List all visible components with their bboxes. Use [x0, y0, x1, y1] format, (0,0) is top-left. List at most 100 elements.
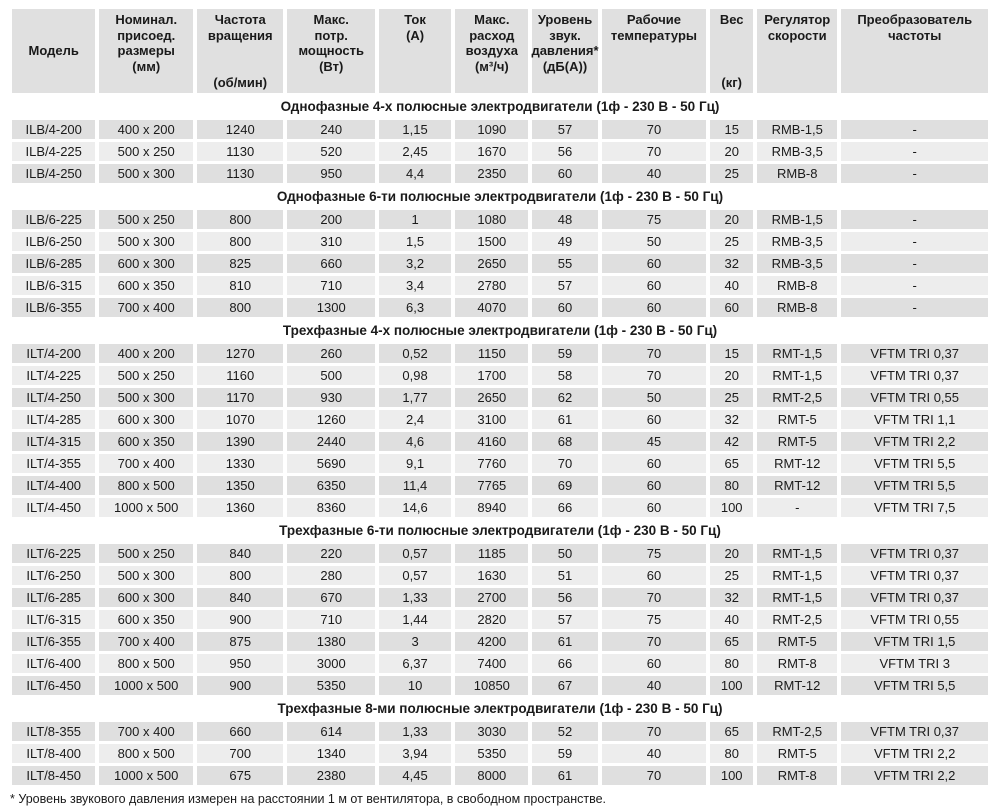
cell-rpm: 800	[197, 566, 284, 585]
cell-weight: 65	[710, 632, 754, 651]
table-row: ILT/6-400 800 x 500 950 3000 6,37 7400 66 60 80 R…	[12, 654, 988, 673]
cell-power: 8360	[287, 498, 375, 517]
cell-temp: 60	[601, 454, 707, 473]
cell-power: 520	[287, 142, 375, 161]
cell-converter: VFTM TRI 0,55	[841, 610, 988, 629]
cell-size: 800 x 500	[99, 476, 194, 495]
cell-power: 710	[287, 276, 375, 295]
cell-model: ILT/6-450	[12, 676, 96, 695]
cell-size: 600 x 350	[99, 276, 194, 295]
col-header-size: Номинал. присоед. размеры (мм)	[99, 9, 194, 93]
cell-model: ILB/6-355	[12, 298, 96, 317]
cell-current: 4,6	[378, 432, 452, 451]
table-row: ILT/4-250 500 x 300 1170 930 1,77 2650 62 50 25 R…	[12, 388, 988, 407]
cell-current: 2,45	[378, 142, 452, 161]
cell-rpm: 1270	[197, 344, 284, 363]
cell-power: 6350	[287, 476, 375, 495]
cell-weight: 60	[710, 298, 754, 317]
cell-airflow: 4160	[455, 432, 529, 451]
cell-weight: 40	[710, 276, 754, 295]
cell-temp: 60	[601, 276, 707, 295]
cell-weight: 42	[710, 432, 754, 451]
table-row: ILT/8-355 700 x 400 660 614 1,33 3030 52 70 65 RM…	[12, 722, 988, 741]
cell-regulator: RMT-5	[757, 744, 838, 763]
cell-rpm: 1390	[197, 432, 284, 451]
cell-model: ILT/6-250	[12, 566, 96, 585]
cell-current: 1,5	[378, 232, 452, 251]
cell-size: 600 x 300	[99, 410, 194, 429]
cell-converter: -	[841, 120, 988, 139]
cell-current: 6,37	[378, 654, 452, 673]
section-title: Однофазные 4-х полюсные электродвигатели…	[12, 96, 988, 117]
cell-current: 2,4	[378, 410, 452, 429]
table-row: ILT/4-225 500 x 250 1160 500 0,98 1700 58 70 20 R…	[12, 366, 988, 385]
table-row: ILB/6-355 700 x 400 800 1300 6,3 4070 60 60 60 RM…	[12, 298, 988, 317]
cell-converter: -	[841, 276, 988, 295]
cell-current: 11,4	[378, 476, 452, 495]
cell-converter: VFTM TRI 0,37	[841, 366, 988, 385]
cell-current: 3,2	[378, 254, 452, 273]
cell-power: 200	[287, 210, 375, 229]
cell-converter: VFTM TRI 0,37	[841, 588, 988, 607]
cell-weight: 32	[710, 254, 754, 273]
cell-temp: 60	[601, 654, 707, 673]
cell-regulator: RMT-12	[757, 454, 838, 473]
cell-current: 0,98	[378, 366, 452, 385]
cell-temp: 60	[601, 498, 707, 517]
cell-model: ILT/6-225	[12, 544, 96, 563]
cell-converter: VFTM TRI 5,5	[841, 676, 988, 695]
cell-converter: VFTM TRI 0,37	[841, 544, 988, 563]
cell-regulator: RMB-3,5	[757, 254, 838, 273]
cell-sound: 52	[532, 722, 598, 741]
cell-model: ILB/4-225	[12, 142, 96, 161]
cell-temp: 40	[601, 164, 707, 183]
cell-power: 1340	[287, 744, 375, 763]
cell-airflow: 3030	[455, 722, 529, 741]
table-row: ILT/4-315 600 x 350 1390 2440 4,6 4160 68 45 42 R…	[12, 432, 988, 451]
section-header-row: Трехфазные 4-х полюсные электродвигатели…	[12, 320, 988, 341]
cell-current: 1,33	[378, 722, 452, 741]
cell-current: 1,33	[378, 588, 452, 607]
cell-rpm: 900	[197, 676, 284, 695]
cell-model: ILB/6-285	[12, 254, 96, 273]
section-title: Трехфазные 4-х полюсные электродвигатели…	[12, 320, 988, 341]
cell-rpm: 810	[197, 276, 284, 295]
cell-size: 800 x 500	[99, 744, 194, 763]
cell-sound: 59	[532, 344, 598, 363]
cell-current: 1,44	[378, 610, 452, 629]
col-header-model: Модель	[12, 9, 96, 93]
cell-model: ILB/6-225	[12, 210, 96, 229]
cell-current: 6,3	[378, 298, 452, 317]
cell-temp: 40	[601, 744, 707, 763]
table-row: ILT/4-200 400 x 200 1270 260 0,52 1150 59 70 15 R…	[12, 344, 988, 363]
cell-current: 10	[378, 676, 452, 695]
cell-airflow: 2650	[455, 254, 529, 273]
cell-airflow: 3100	[455, 410, 529, 429]
cell-regulator: RMB-8	[757, 164, 838, 183]
cell-converter: VFTM TRI 0,55	[841, 388, 988, 407]
cell-model: ILT/4-250	[12, 388, 96, 407]
cell-model: ILT/6-400	[12, 654, 96, 673]
table-row: ILB/6-250 500 x 300 800 310 1,5 1500 49 50 25 RMB…	[12, 232, 988, 251]
cell-power: 1380	[287, 632, 375, 651]
cell-sound: 59	[532, 744, 598, 763]
cell-rpm: 840	[197, 588, 284, 607]
cell-size: 400 x 200	[99, 344, 194, 363]
cell-size: 1000 x 500	[99, 498, 194, 517]
cell-size: 500 x 300	[99, 164, 194, 183]
cell-rpm: 1160	[197, 366, 284, 385]
cell-temp: 60	[601, 298, 707, 317]
cell-weight: 100	[710, 498, 754, 517]
cell-weight: 15	[710, 120, 754, 139]
col-header-rpm: Частота вращения (об/мин)	[197, 9, 284, 93]
cell-power: 950	[287, 164, 375, 183]
cell-temp: 75	[601, 610, 707, 629]
table-row: ILT/4-450 1000 x 500 1360 8360 14,6 8940 66 60 1…	[12, 498, 988, 517]
col-header-power: Макс. потр. мощность (Вт)	[287, 9, 375, 93]
cell-regulator: RMT-12	[757, 676, 838, 695]
cell-rpm: 1170	[197, 388, 284, 407]
cell-rpm: 700	[197, 744, 284, 763]
col-header-converter: Преобразователь частоты	[841, 9, 988, 93]
cell-temp: 45	[601, 432, 707, 451]
